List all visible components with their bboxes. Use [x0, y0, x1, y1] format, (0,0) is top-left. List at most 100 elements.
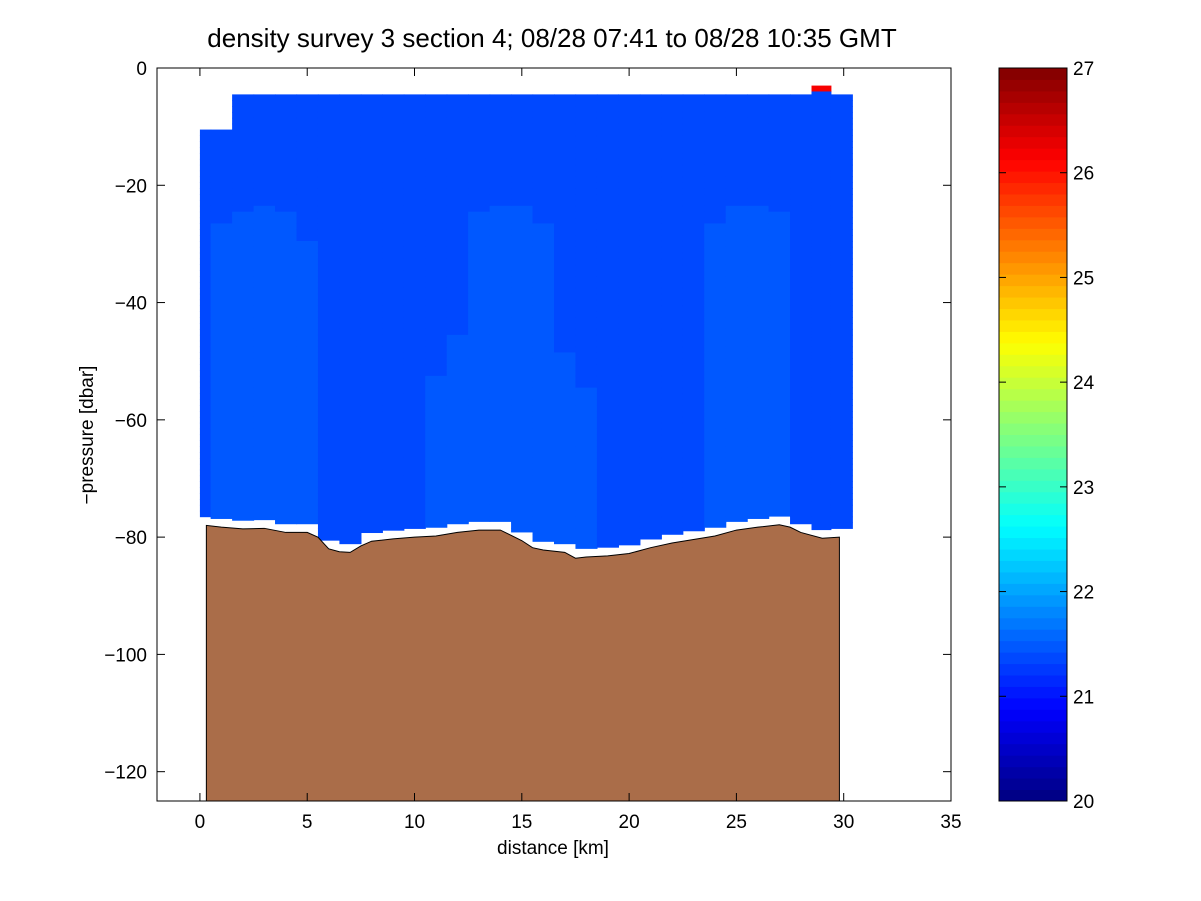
density-cell: [661, 364, 684, 371]
density-cell: [296, 223, 319, 230]
density-cell: [511, 106, 534, 113]
density-cell: [747, 416, 770, 424]
density-cell: [339, 522, 362, 529]
density-cell: [639, 240, 662, 248]
density-cell: [682, 276, 705, 283]
density-cell: [468, 323, 491, 330]
density-cell: [275, 141, 298, 148]
density-cell: [618, 340, 641, 348]
density-cell: [339, 170, 362, 178]
density-cell: [360, 264, 383, 271]
density-cell: [232, 258, 255, 266]
density-cell: [554, 223, 577, 230]
density-cell: [210, 434, 233, 441]
density-cell: [382, 428, 405, 436]
colorbar-band: [999, 594, 1067, 607]
colorbar-band: [999, 652, 1067, 665]
density-cell: [511, 211, 534, 219]
density-cell: [768, 293, 791, 301]
colorbar-band: [999, 789, 1067, 802]
colorbar-band: [999, 342, 1067, 355]
density-cell: [403, 111, 426, 119]
density-cell: [425, 323, 448, 330]
density-cell: [830, 158, 853, 166]
density-cell: [811, 267, 832, 274]
density-cell: [253, 463, 276, 471]
density-cell: [253, 411, 276, 418]
density-cell: [296, 452, 319, 459]
density-cell: [747, 246, 770, 254]
density-cell: [382, 317, 405, 324]
density-cell: [830, 199, 853, 207]
density-cell: [554, 94, 577, 101]
density-cell: [199, 434, 212, 441]
density-cell: [704, 111, 727, 119]
density-cell: [661, 194, 684, 201]
density-cell: [232, 252, 255, 260]
density-cell: [210, 153, 233, 160]
density-cell: [446, 293, 469, 301]
density-cell: [275, 182, 298, 189]
density-cell: [446, 452, 469, 459]
density-cell: [790, 516, 813, 524]
x-axis-title: distance [km]: [497, 838, 609, 859]
density-cell: [618, 317, 641, 324]
density-cell: [725, 264, 748, 271]
density-cell: [253, 399, 276, 406]
density-cell: [790, 252, 813, 260]
density-cell: [511, 381, 534, 389]
density-cell: [210, 293, 233, 301]
density-cell: [296, 246, 319, 254]
density-cell: [768, 276, 791, 283]
density-cell: [554, 282, 577, 289]
density-cell: [554, 540, 577, 545]
density-cell: [403, 516, 426, 524]
density-cell: [468, 434, 491, 441]
density-cell: [532, 205, 555, 213]
density-cell: [575, 387, 598, 395]
density-cell: [210, 199, 233, 207]
density-cell: [489, 323, 512, 330]
density-cell: [618, 223, 641, 230]
density-cell: [747, 282, 770, 289]
density-cell: [639, 504, 662, 512]
density-cell: [682, 317, 705, 324]
density-cell: [489, 334, 512, 342]
density-cell: [830, 364, 853, 371]
density-cell: [747, 153, 770, 160]
density-cell: [339, 469, 362, 477]
density-cell: [489, 176, 512, 183]
density-cell: [446, 106, 469, 113]
density-cell: [382, 229, 405, 236]
density-cell: [317, 387, 341, 395]
density-cell: [768, 422, 791, 430]
density-cell: [425, 446, 448, 453]
density-cell: [253, 352, 276, 359]
density-cell: [253, 305, 276, 312]
density-cell: [532, 504, 555, 512]
density-cell: [210, 211, 233, 219]
density-cell: [618, 475, 641, 483]
density-cell: [489, 106, 512, 113]
density-cell: [339, 463, 362, 471]
colorbar-band: [999, 79, 1067, 92]
density-cell: [317, 493, 341, 500]
density-cell: [532, 94, 555, 101]
density-cell: [339, 370, 362, 377]
density-cell: [232, 405, 255, 412]
density-cell: [317, 153, 341, 160]
density-cell: [317, 434, 341, 441]
density-cell: [253, 317, 276, 324]
density-cell: [296, 446, 319, 453]
density-cell: [811, 155, 832, 163]
density-cell: [468, 381, 491, 389]
density-cell: [425, 199, 448, 207]
density-cell: [446, 287, 469, 295]
density-cell: [790, 135, 813, 142]
density-cell: [468, 164, 491, 172]
density-cell: [468, 457, 491, 465]
density-cell: [360, 135, 383, 142]
density-cell: [639, 457, 662, 465]
density-cell: [253, 440, 276, 447]
density-cell: [682, 375, 705, 383]
